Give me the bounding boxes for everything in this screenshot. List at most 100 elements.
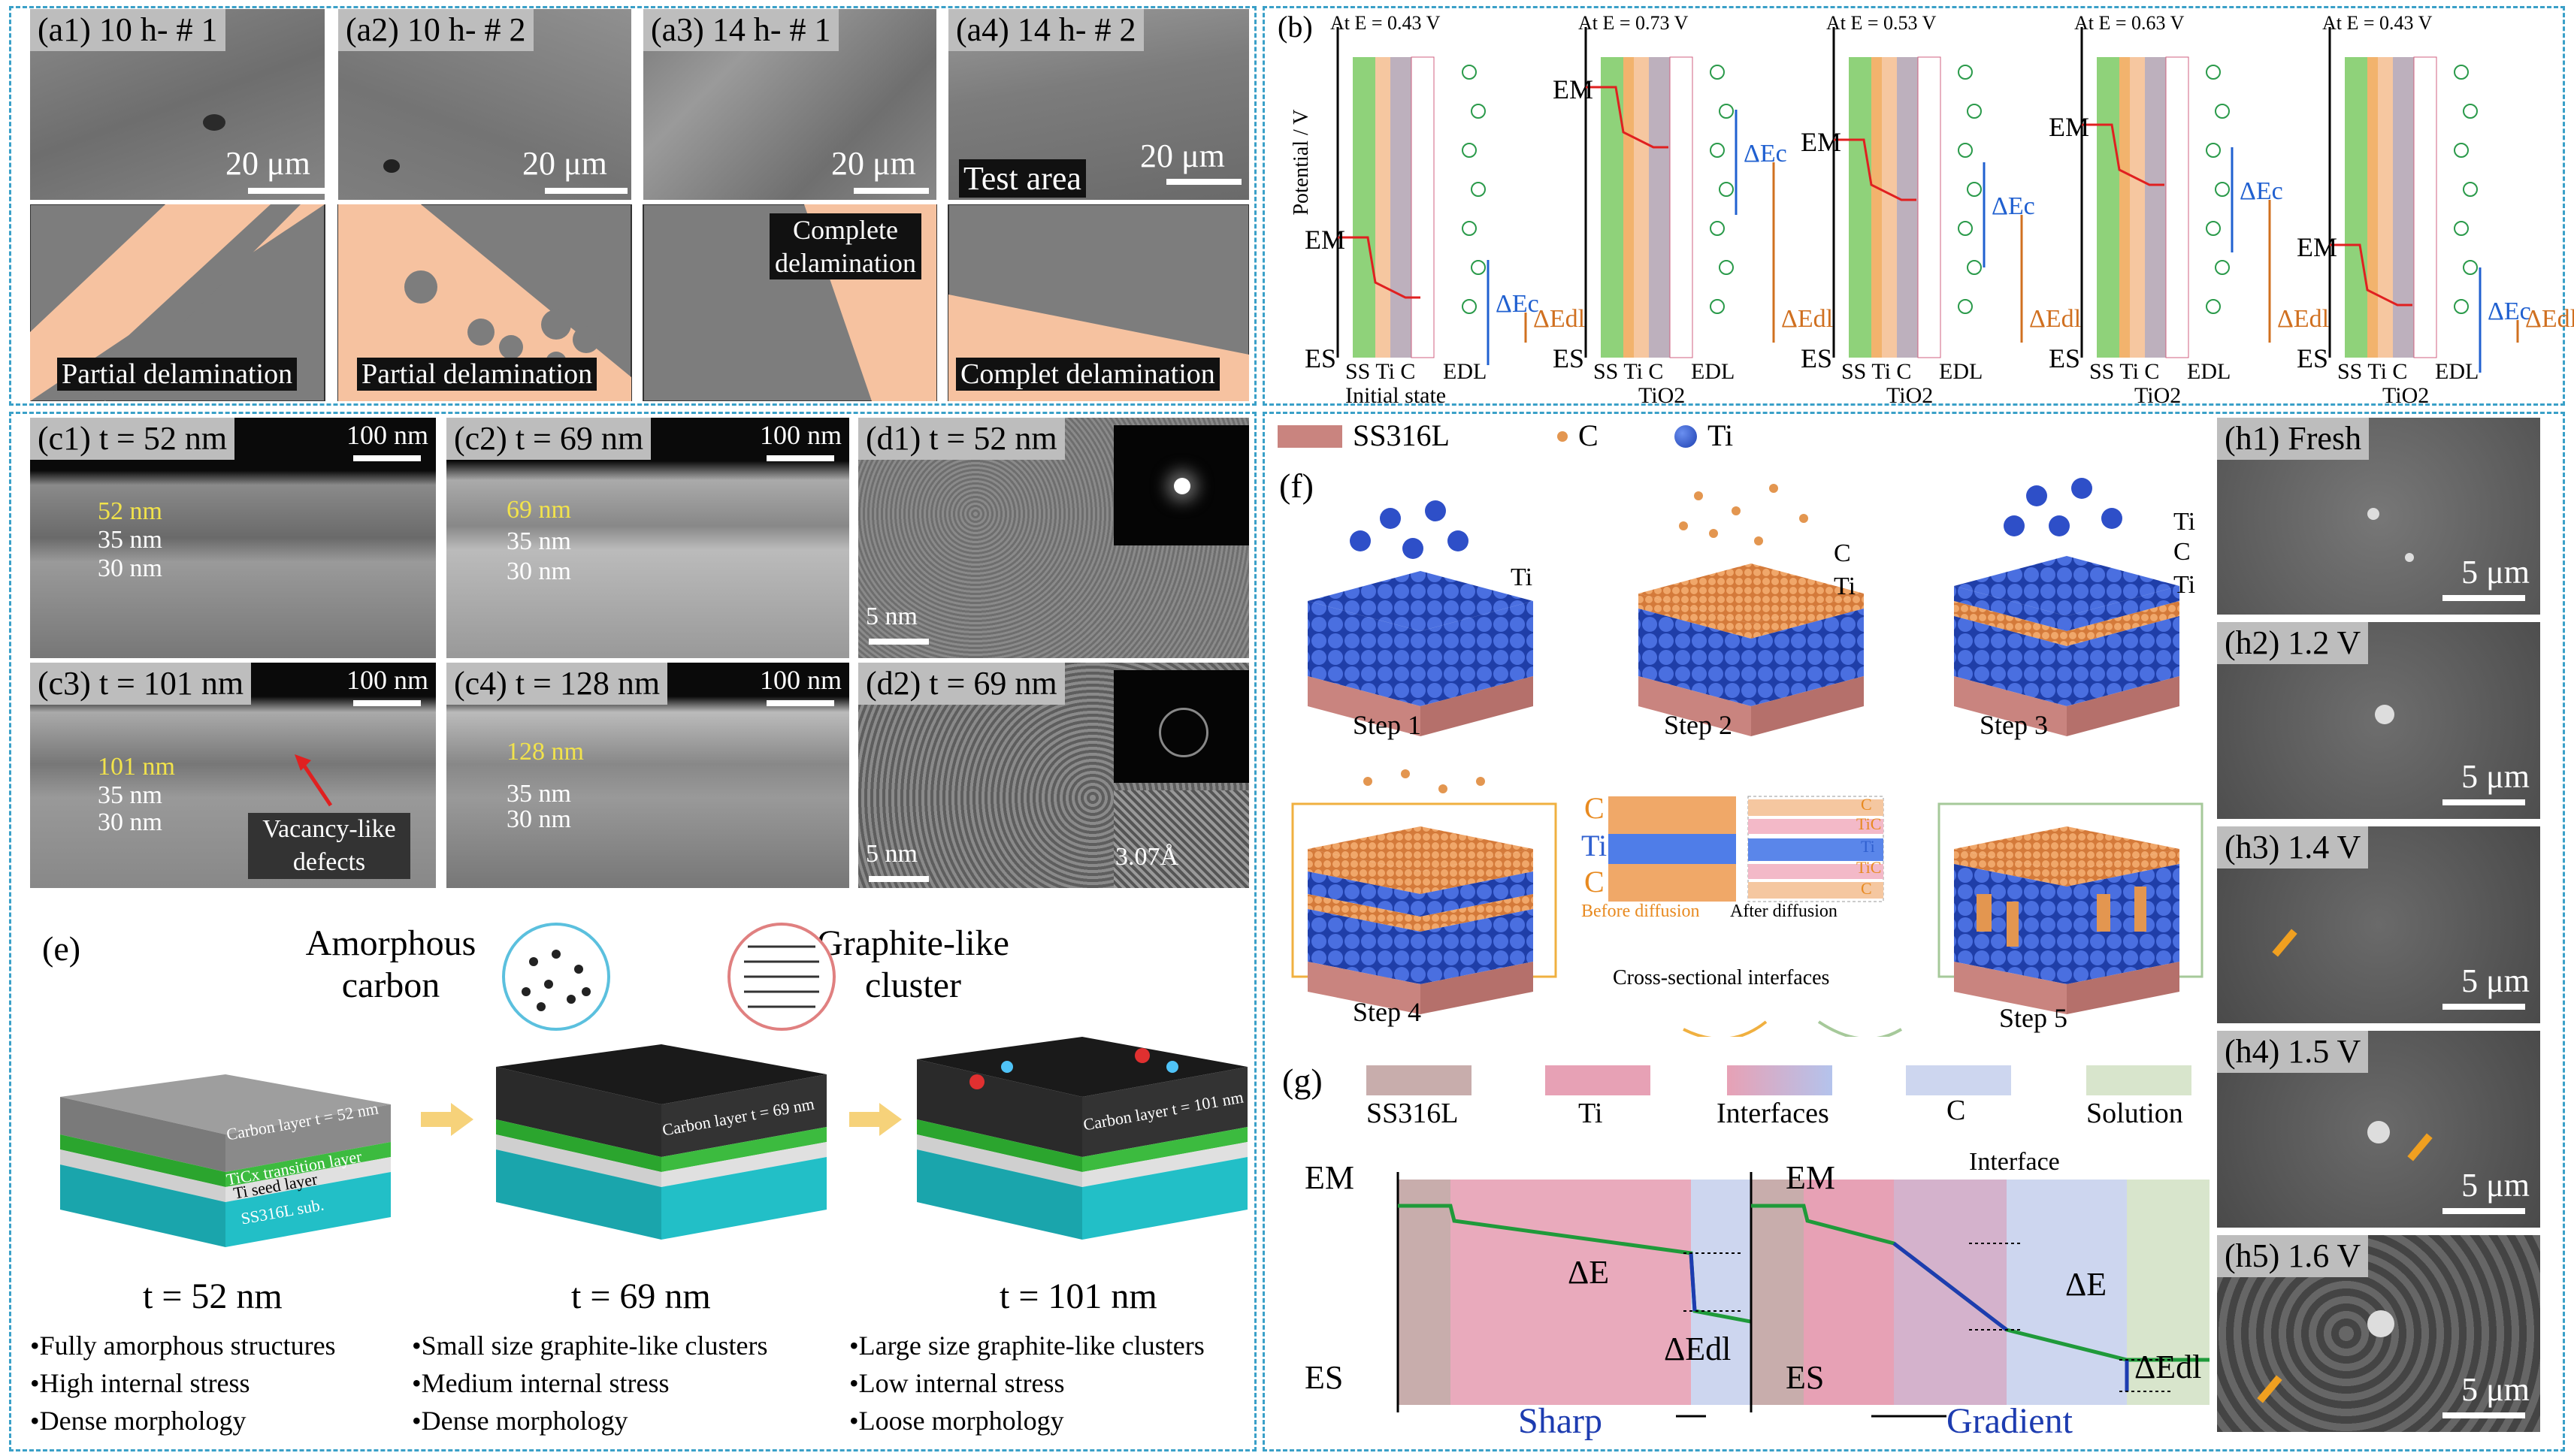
delta-ec: ΔEc: [1744, 140, 1787, 168]
tile-label: (a2) 10 h- # 2: [338, 9, 534, 51]
step-label: Step 5: [1999, 1003, 2068, 1033]
edl-label: EDL: [2435, 359, 2479, 384]
sem-h1: (h1) Fresh 5 μm: [2217, 418, 2540, 615]
scale-text: 100 nm: [346, 665, 428, 695]
particle: [2367, 508, 2379, 520]
atom-label: Ti: [2173, 508, 2196, 536]
layer-labels: SS Ti C: [1841, 359, 1912, 384]
atom-label: Ti: [2173, 571, 2196, 599]
tem-c2: (c2) t = 69 nm 100 nm 69 nm 35 nm 30 nm: [446, 418, 849, 658]
plot-title: At E = 0.43 V: [1330, 12, 1441, 34]
energy-plot: [1832, 27, 2023, 358]
sem-h4: (h4) 1.5 V 5 μm: [2217, 1031, 2540, 1228]
layer-c: C: [1861, 795, 1872, 814]
plot-title: At E = 0.63 V: [2074, 12, 2185, 34]
scale-text: 100 nm: [759, 420, 842, 450]
t-ti: 30 nm: [98, 808, 162, 836]
scale-bar: [767, 700, 834, 706]
frame-cde: [9, 412, 1257, 1451]
tile-label: (h2) 1.2 V: [2217, 622, 2369, 664]
sub-label: TiO2: [1886, 383, 1934, 408]
tem-c4: (c4) t = 128 nm 100 nm 128 nm 35 nm 30 n…: [446, 663, 849, 888]
es-label: ES: [1801, 343, 1833, 373]
legend-swatch: [1366, 1065, 1472, 1095]
energy-plot: [2080, 27, 2271, 358]
delta-edl: ΔEdl: [2525, 305, 2574, 333]
arrow-orange-icon: [2257, 1375, 2282, 1403]
legend-swatch: [1727, 1065, 1832, 1095]
delam-label-a1: Partial delamination: [57, 358, 298, 391]
saed-inset: [1114, 670, 1249, 783]
scale-bar: [2442, 1412, 2525, 1418]
layer-labels: SS Ti C: [2337, 359, 2408, 384]
em-label: EM: [1305, 225, 1345, 255]
sub-label: Initial state: [1345, 383, 1447, 408]
frame-b: [1263, 6, 2565, 406]
frame-a: [9, 6, 1257, 406]
layer-tic: TiC: [1856, 814, 1882, 833]
hrtem-d2: (d2) t = 69 nm 3.07Å 5 nm: [858, 663, 1249, 888]
scale-bar: [2442, 1004, 2525, 1010]
before-diffusion: Before diffusion: [1581, 902, 1700, 921]
scale-bar: [869, 876, 929, 882]
layer-labels: SS Ti C: [1345, 359, 1416, 384]
legend-ti-dot: [1674, 425, 1697, 448]
graphite-label: Graphite-like cluster: [817, 923, 1009, 1005]
legend-ss: SS316L: [1353, 418, 1450, 452]
t-carbon: 52 nm: [98, 497, 162, 525]
layer-labels: SS Ti C: [1593, 359, 1664, 384]
vacancy-note: Vacancy-like defects: [248, 813, 410, 879]
delta-edl: ΔEdl: [2134, 1349, 2202, 1385]
es-label: ES: [1305, 343, 1337, 373]
delam-label-a3: Complete delamination: [770, 213, 921, 279]
bullet: •High internal stress: [30, 1368, 250, 1398]
tem-c1: (c1) t = 52 nm 100 nm 52 nm 35 nm 30 nm: [30, 418, 436, 658]
legend-c: C: [1578, 418, 1599, 452]
layer-c: C: [1584, 865, 1605, 899]
tile-label: (a3) 14 h- # 1: [643, 9, 839, 51]
delta-ec: ΔEc: [1496, 290, 1539, 318]
tile-label: (c3) t = 101 nm: [30, 663, 252, 705]
tile-label: (h3) 1.4 V: [2217, 826, 2369, 868]
tile-label: (a1) 10 h- # 1: [30, 9, 225, 51]
atom-label: Ti: [1834, 572, 1856, 600]
t-tic: 35 nm: [98, 781, 162, 809]
sub-label: TiO2: [1638, 383, 1686, 408]
edl-label: EDL: [1939, 359, 1983, 384]
delta-ec: ΔEc: [1992, 192, 2035, 220]
sub-label: TiO2: [2382, 383, 2430, 408]
tile-label: (c4) t = 128 nm: [446, 663, 668, 705]
scale-text: 20 μm: [225, 145, 310, 182]
scale-bar: [2442, 799, 2525, 805]
plot-title: At E = 0.73 V: [1578, 12, 1689, 34]
tile-label: (h4) 1.5 V: [2217, 1031, 2369, 1073]
tile-label: (d1) t = 52 nm: [858, 418, 1065, 460]
scale-bar: [767, 455, 834, 461]
t-tic: 35 nm: [507, 527, 571, 555]
step-label: Step 3: [1980, 710, 2049, 740]
sem-h2: (h2) 1.2 V 5 μm: [2217, 622, 2540, 819]
t-carbon: 101 nm: [98, 753, 175, 781]
panel-label-b: (b): [1278, 10, 1313, 44]
after-diffusion: After diffusion: [1730, 902, 1837, 921]
energy-plot: [2328, 27, 2519, 373]
deposition-steps: [1291, 478, 2203, 1037]
energy-plot: [1336, 27, 1527, 365]
legend-ti: Ti: [1707, 418, 1734, 452]
scale-text: 5 μm: [2461, 1167, 2530, 1204]
scale-bar: [869, 639, 929, 645]
diffraction-ring: [1159, 708, 1208, 757]
sem-a4: (a4) 14 h- # 2 Test area 20 μm: [948, 9, 1249, 200]
tile-label: (c2) t = 69 nm: [446, 418, 652, 460]
delam-label-a2: Partial delamination: [357, 358, 597, 391]
sem-h5: (h5) 1.6 V 5 μm: [2217, 1235, 2540, 1432]
scale-text: 5 μm: [2461, 554, 2530, 591]
scale-bar: [2442, 1208, 2525, 1214]
es-label: ES: [1305, 1359, 1344, 1396]
legend-c-dot: [1557, 431, 1568, 442]
sem-h3: (h3) 1.4 V 5 μm: [2217, 826, 2540, 1023]
arrow-orange-icon: [2272, 929, 2297, 957]
scale-text: 5 μm: [2461, 1371, 2530, 1408]
energy-plot: [1584, 27, 1775, 358]
t-carbon: 128 nm: [507, 738, 584, 766]
